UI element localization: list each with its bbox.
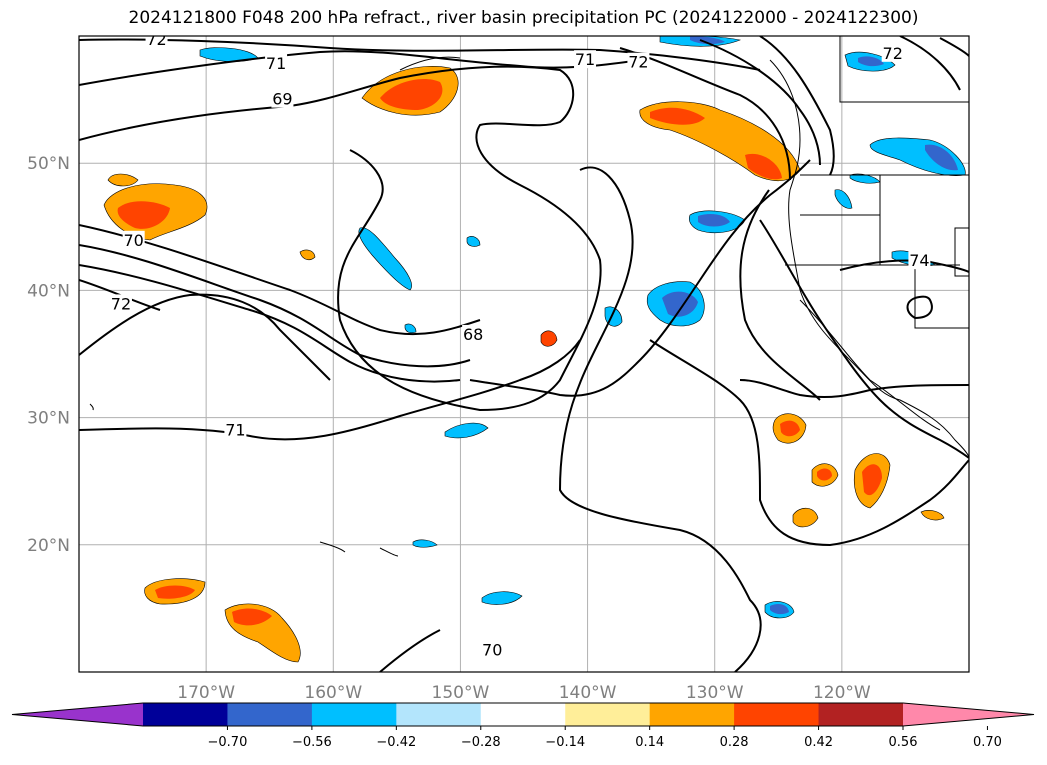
coastlines — [89, 36, 969, 557]
contour-label-bg — [462, 324, 485, 343]
contour-label: 71 — [225, 420, 245, 439]
contour-labels: 72 71 69 71 72 72 70 72 68 71 70 74 — [109, 30, 931, 659]
contour-label-bg — [224, 420, 247, 439]
latitude-tick-labels: 50°N 40°N 30°N 20°N — [27, 154, 70, 556]
colorbar-segment — [227, 703, 313, 726]
contour-label-bg — [627, 52, 650, 71]
map-frame — [78, 35, 970, 673]
contour-label-bg — [265, 53, 288, 72]
colorbar-tick-label: −0.28 — [461, 735, 501, 750]
map-title: 2024121800 F048 200 hPa refract., river … — [128, 8, 919, 28]
lon-tick-label: 130°W — [686, 683, 744, 703]
lat-tick-label: 50°N — [27, 154, 70, 174]
colorbar-segment — [143, 703, 228, 726]
colorbar-tick-label: −0.70 — [208, 735, 248, 750]
colorbar: −0.70 −0.56 −0.42 −0.28 −0.14 0.14 0.28 0.42 0.5… — [11, 702, 1035, 750]
lat-tick-label: 40°N — [27, 281, 70, 301]
colorbar-segment — [734, 703, 820, 726]
precip-blob-streak — [358, 227, 412, 291]
precip-negative-areas — [199, 36, 966, 619]
lon-tick-label: 160°W — [304, 683, 362, 703]
contour-label: 72 — [883, 44, 903, 63]
lat-tick-label: 30°N — [27, 409, 70, 429]
map-canvas: 72 71 69 71 72 72 70 72 68 71 70 74 — [79, 30, 969, 672]
contour-label: 70 — [123, 231, 143, 250]
precip-positive-areas — [103, 66, 945, 663]
lon-tick-label: 120°W — [813, 683, 871, 703]
contour-label: 71 — [575, 50, 595, 69]
contour-label-bg — [145, 36, 168, 48]
colorbar-segment — [480, 703, 566, 726]
contour-label: 72 — [146, 30, 166, 49]
colorbar-segment — [649, 703, 735, 726]
colorbar-tick-label: 0.28 — [720, 735, 749, 750]
colorbar-tick-label: −0.42 — [376, 735, 416, 750]
contour-label: 72 — [111, 294, 131, 313]
colorbar-tick-label: −0.56 — [292, 735, 332, 750]
colorbar-tick-label: 0.42 — [804, 735, 833, 750]
lon-tick-label: 170°W — [177, 683, 235, 703]
contour-label-bg — [122, 230, 145, 249]
lon-tick-label: 140°W — [559, 683, 617, 703]
colorbar-segment — [818, 703, 904, 726]
colorbar-tick-label: 0.56 — [889, 735, 918, 750]
colorbar-segment — [565, 703, 651, 726]
lon-tick-label: 150°W — [432, 683, 490, 703]
longitude-tick-labels: 170°W 160°W 150°W 140°W 130°W 120°W — [177, 683, 871, 703]
colorbar-extend-high — [903, 703, 1034, 726]
colorbar-segment — [396, 703, 482, 726]
colorbar-tick-label: 0.14 — [635, 735, 664, 750]
contour-label-bg — [481, 640, 504, 659]
contour-label: 72 — [628, 53, 648, 72]
contour-label: 69 — [272, 90, 292, 109]
contour-label-bg — [908, 251, 931, 270]
lat-tick-label: 20°N — [27, 536, 70, 556]
colorbar-extend-low — [12, 703, 143, 726]
colorbar-outline — [11, 702, 1035, 727]
contour-label: 70 — [482, 640, 502, 659]
contour-label-bg — [109, 294, 132, 313]
contour-label-bg — [574, 50, 597, 69]
colorbar-tick-label: 0.70 — [973, 735, 1002, 750]
contour-label: 71 — [266, 54, 286, 73]
colorbar-tick-label: −0.14 — [545, 735, 585, 750]
ocean-background — [79, 36, 969, 672]
contour-label-bg — [881, 43, 904, 62]
contour-label-bg — [271, 89, 294, 108]
colorbar-segment — [311, 703, 397, 726]
contour-label: 74 — [909, 251, 929, 270]
contour-label: 68 — [463, 325, 483, 344]
